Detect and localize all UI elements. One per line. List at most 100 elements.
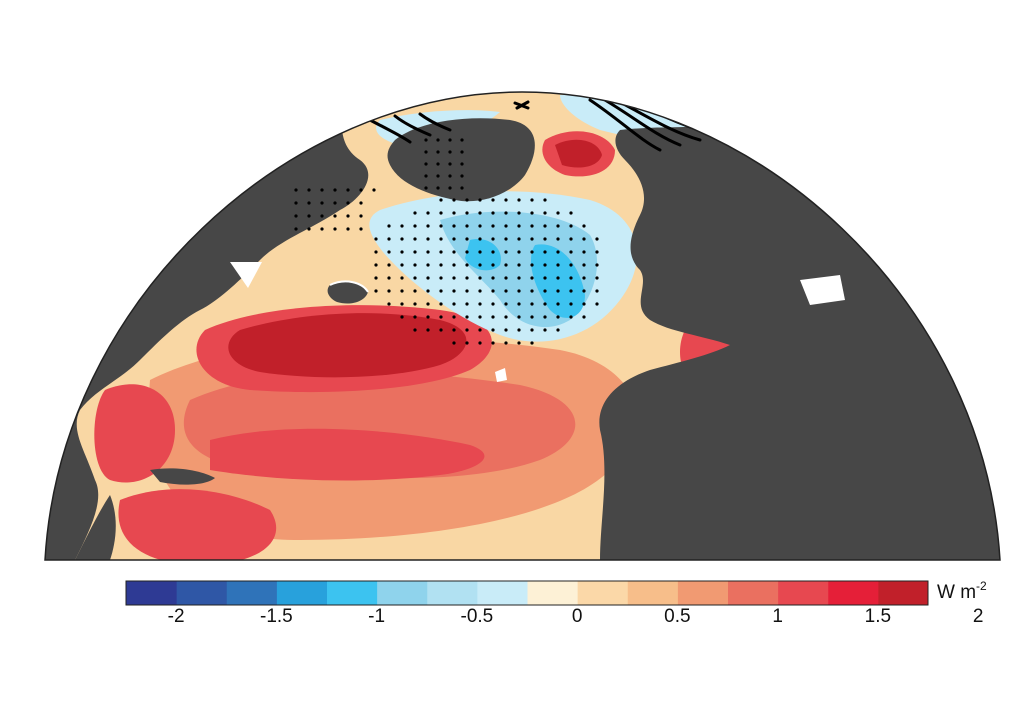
stipple-dot [556,302,560,306]
stipple-dot [439,250,443,254]
stipple-dot [452,289,456,293]
stipple-dot [543,237,547,241]
colorbar-segment [276,581,327,605]
significance-stippling [294,138,599,345]
stipple-dot [307,201,311,205]
stipple-dot [426,237,430,241]
stipple-dot [346,227,350,231]
stipple-dot [400,237,404,241]
stipple-dot [294,201,298,205]
stipple-dot [372,188,376,192]
stipple-dot [413,276,417,280]
colorbar-tick-label: 1 [772,606,783,627]
stipple-dot [346,201,350,205]
stipple-dot [333,201,337,205]
stipple-dot [400,250,404,254]
stipple-dot [582,224,586,228]
stipple-dot [478,315,482,319]
colorbar-segment [777,581,829,605]
stipple-dot [400,224,404,228]
stipple-dot [543,263,547,267]
stipple-dot [465,276,469,280]
stipple-dot [307,227,311,231]
colorbar-segment [527,581,578,605]
stipple-dot [436,150,440,154]
stipple-dot [460,174,464,178]
stipple-dot [582,263,586,267]
stipple-dot [439,302,443,306]
stipple-dot [413,250,417,254]
stipple-dot [400,263,404,267]
stipple-dot [504,328,508,332]
stipple-dot [530,289,534,293]
stipple-dot [424,186,428,190]
stipple-dot [517,211,521,215]
stipple-dot [320,201,324,205]
stipple-dot [374,263,378,267]
stipple-dot [413,328,417,332]
stipple-dot [582,302,586,306]
stipple-dot [452,276,456,280]
stipple-dot [387,289,391,293]
stipple-dot [424,174,428,178]
stipple-dot [478,302,482,306]
stipple-dot [478,289,482,293]
stipple-dot [504,341,508,345]
stipple-dot [556,263,560,267]
stipple-dot [504,289,508,293]
stipple-dot [439,211,443,215]
stipple-dot [400,276,404,280]
stipple-dot [413,289,417,293]
central-america-land [75,495,116,560]
stipple-dot [517,224,521,228]
iceland-coast [329,280,369,293]
stipple-dot [478,198,482,202]
stipple-dot [530,250,534,254]
stipple-dot [569,263,573,267]
stipple-dot [426,263,430,267]
stipple-dot [530,237,534,241]
stipple-dot [424,138,428,142]
stipple-dot [448,174,452,178]
stipple-dot [374,250,378,254]
stipple-dot [504,302,508,306]
stipple-dot [436,186,440,190]
stipple-dot [504,315,508,319]
stipple-dot [465,315,469,319]
stipple-dot [556,315,560,319]
stipple-dot [569,250,573,254]
stipple-dot [517,289,521,293]
stipple-dot [569,224,573,228]
stipple-dot [439,315,443,319]
colorbar-tick-label: 0.5 [664,606,691,627]
stipple-dot [413,302,417,306]
stipple-dot [465,237,469,241]
stipple-dot [595,276,599,280]
stipple-dot [595,302,599,306]
stipple-dot [478,250,482,254]
stipple-dot [465,302,469,306]
stipple-dot [556,250,560,254]
stipple-dot [478,224,482,228]
black-sea-mask [800,275,845,305]
stipple-dot [359,201,363,205]
stipple-dot [504,237,508,241]
stipple-dot [582,276,586,280]
stipple-dot [530,198,534,202]
stipple-dot [426,328,430,332]
stipple-dot [504,211,508,215]
stipple-dot [504,250,508,254]
stipple-dot [387,224,391,228]
stipple-dot [374,276,378,280]
stipple-dot [424,150,428,154]
stipple-dot [346,188,350,192]
colorbar-segment [176,581,227,605]
stipple-dot [569,276,573,280]
stipple-dot [517,276,521,280]
stipple-dot [426,315,430,319]
stipple-dot [491,211,495,215]
stipple-dot [491,198,495,202]
stipple-dot [478,328,482,332]
stipple-dot [307,214,311,218]
